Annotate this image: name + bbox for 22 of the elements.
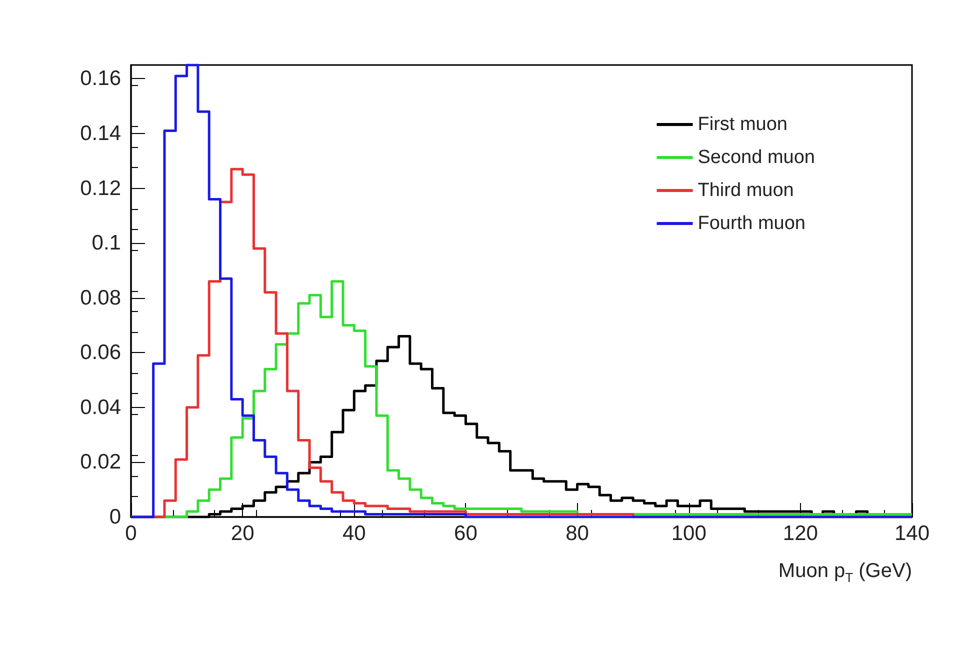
x-tick-label: 80 — [566, 522, 589, 545]
x-tick-label: 40 — [342, 522, 366, 545]
x-tick-label: 140 — [894, 522, 930, 545]
y-tick-label: 0.14 — [80, 122, 122, 145]
y-tick-label: 0.04 — [80, 396, 122, 419]
legend-label: Third muon — [698, 180, 794, 201]
legend-label: Fourth muon — [698, 213, 806, 234]
x-tick-label: 60 — [454, 522, 478, 545]
x-tick-label: 100 — [671, 522, 706, 545]
legend-label: First muon — [698, 114, 788, 135]
x-tick-label: 20 — [230, 522, 254, 545]
legend-label: Second muon — [698, 147, 816, 168]
x-tick-label: 120 — [782, 522, 818, 545]
y-tick-label: 0 — [109, 506, 121, 528]
y-tick-label: 0.12 — [80, 176, 121, 200]
y-tick-label: 0.02 — [80, 450, 121, 474]
y-tick-label: 0.08 — [80, 286, 121, 310]
y-tick-label: 0.1 — [92, 232, 121, 255]
y-tick-label: 0.06 — [80, 341, 121, 364]
x-tick-label: 0 — [125, 522, 137, 545]
x-axis-title: Muon p$_{T}$ (GeV) — [778, 560, 912, 585]
y-tick-label: 0.16 — [80, 67, 121, 90]
